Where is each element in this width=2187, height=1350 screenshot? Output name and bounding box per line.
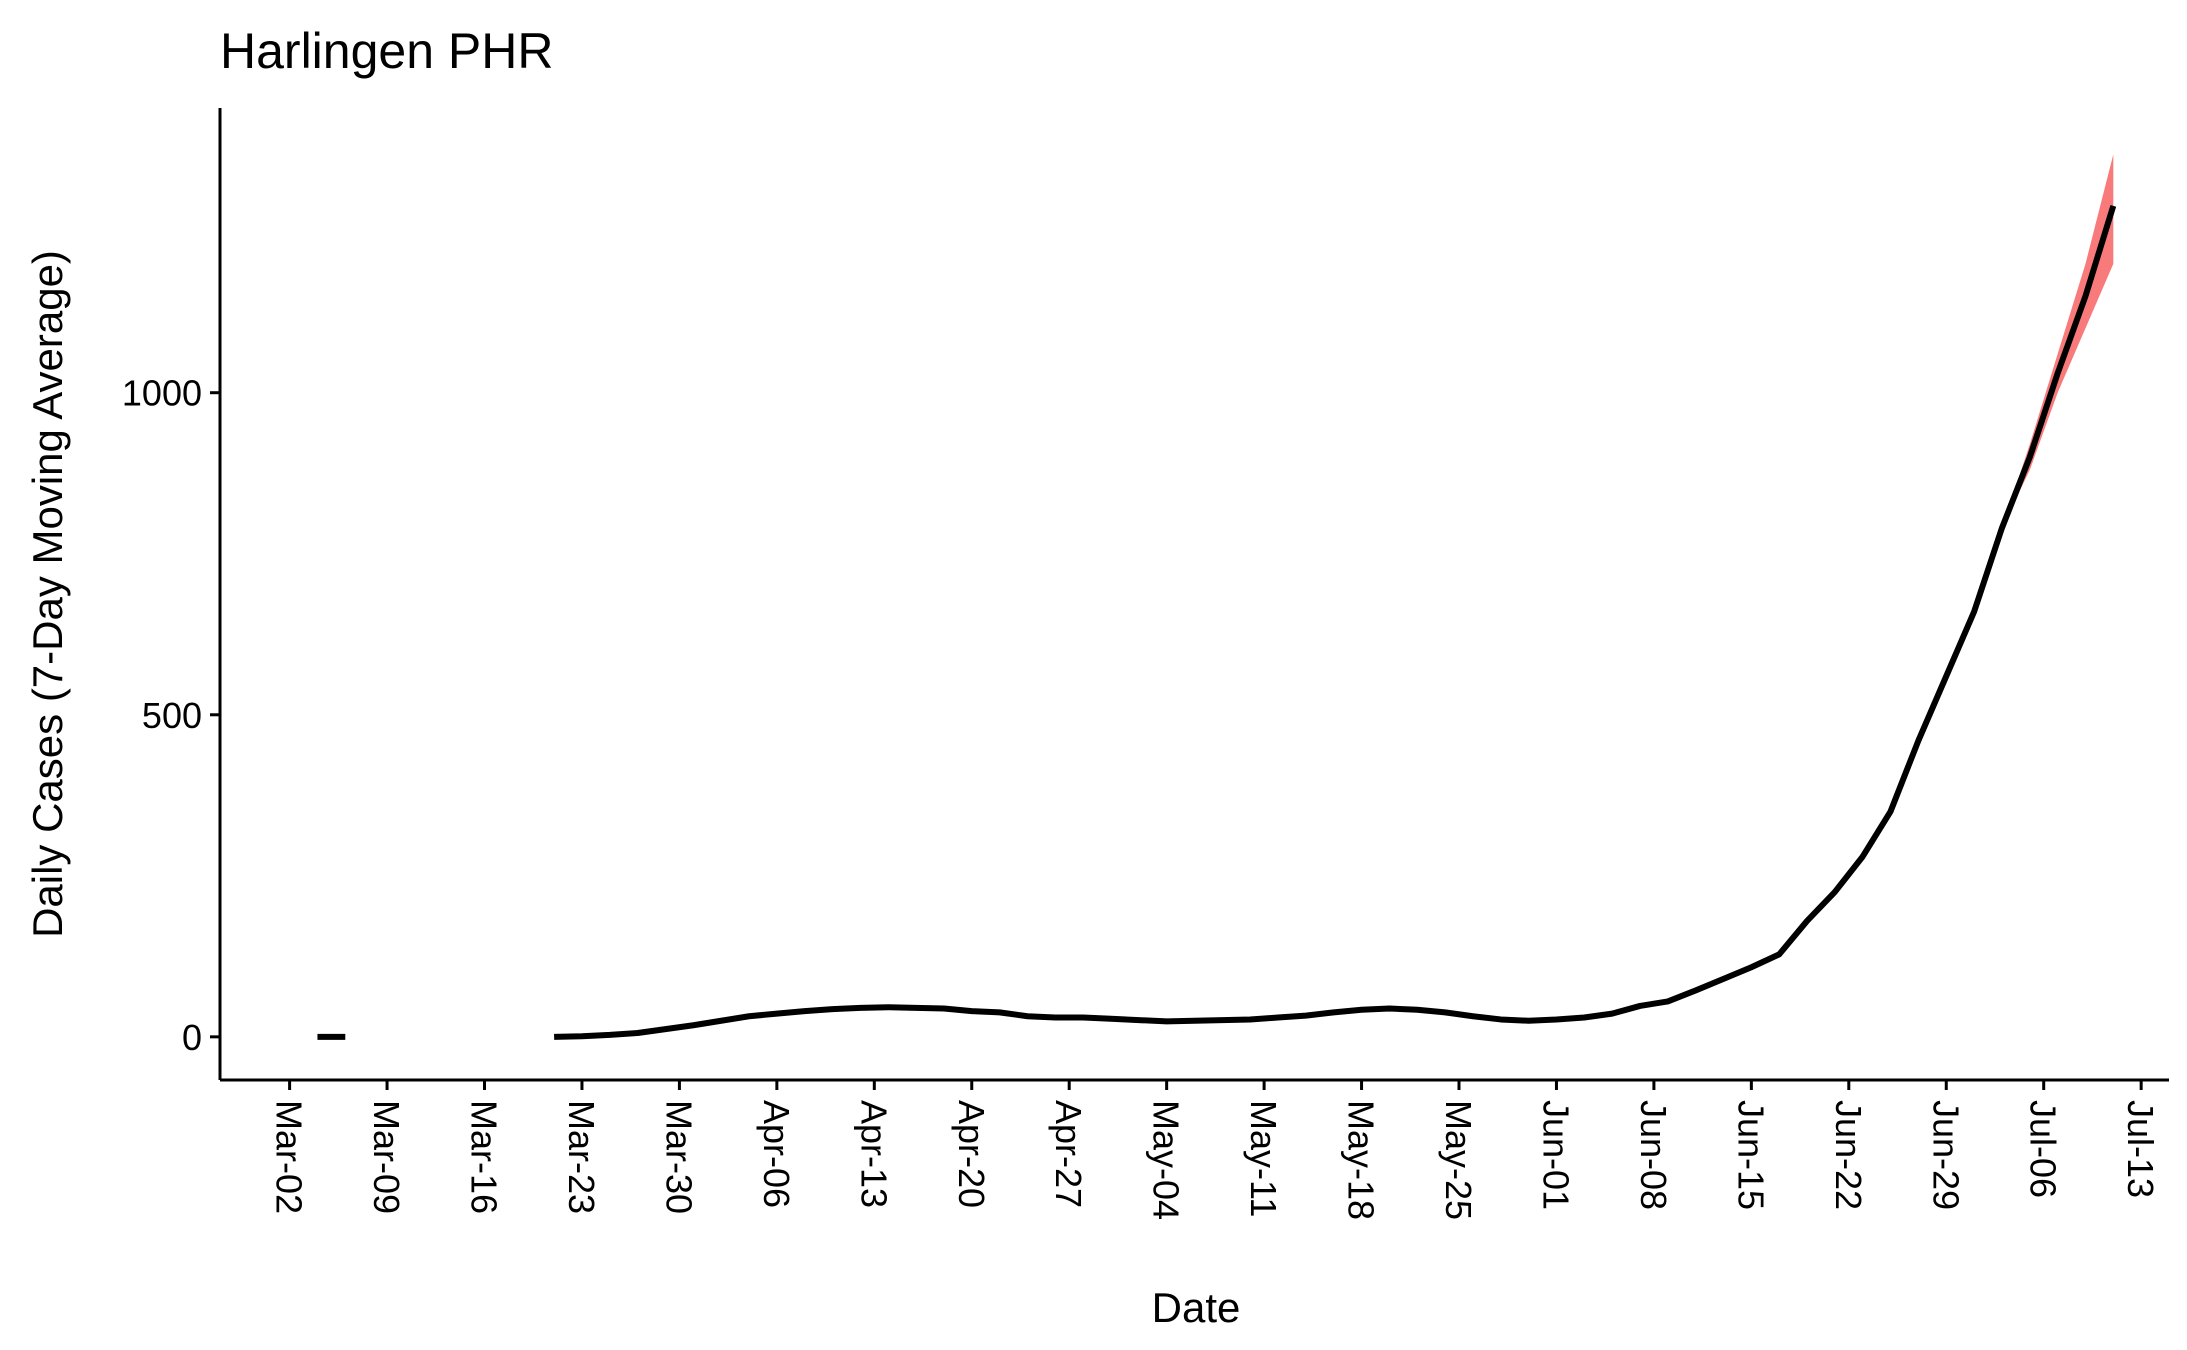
x-tick-label: Jul-13 <box>2120 1100 2161 1198</box>
x-tick-label: Mar-23 <box>561 1100 602 1214</box>
x-tick-label: May-11 <box>1243 1100 1284 1217</box>
y-tick-label: 1000 <box>122 373 202 414</box>
x-tick-label: Jun-08 <box>1633 1100 1674 1210</box>
x-tick-label: May-25 <box>1438 1100 1479 1220</box>
confidence-band <box>2001 154 2114 528</box>
y-tick-label: 0 <box>182 1017 202 1058</box>
chart-title: Harlingen PHR <box>220 23 553 79</box>
x-tick-label: Apr-13 <box>853 1100 894 1208</box>
x-tick-label: Jun-15 <box>1730 1100 1771 1210</box>
x-tick-label: Mar-30 <box>658 1100 699 1214</box>
x-tick-label: Jun-22 <box>1828 1100 1869 1210</box>
data-line <box>317 205 2117 1040</box>
y-axis-title: Daily Cases (7-Day Moving Average) <box>24 250 71 938</box>
x-axis-title: Date <box>1152 1284 1241 1331</box>
x-tick-label: Apr-27 <box>1048 1100 1089 1208</box>
x-tick-label: Jun-29 <box>1925 1100 1966 1210</box>
y-tick-label: 500 <box>142 695 202 736</box>
x-tick-label: Jul-06 <box>2023 1100 2064 1198</box>
x-tick-label: Apr-06 <box>756 1100 797 1208</box>
x-tick-label: Jun-01 <box>1535 1100 1576 1210</box>
x-tick-label: Mar-02 <box>269 1100 310 1214</box>
x-tick-label: Mar-09 <box>366 1100 407 1214</box>
x-tick-label: May-04 <box>1146 1100 1187 1220</box>
x-tick-label: Mar-16 <box>464 1100 505 1214</box>
x-tick-label: Apr-20 <box>951 1100 992 1208</box>
x-tick-label: May-18 <box>1341 1100 1382 1220</box>
